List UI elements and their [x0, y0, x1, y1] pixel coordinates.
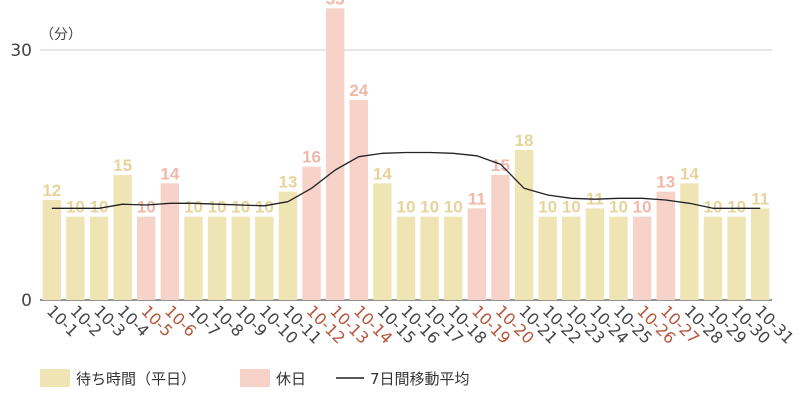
value-label-10-8: 10 — [208, 198, 227, 217]
bar-10-28 — [680, 183, 699, 300]
value-label-10-26: 10 — [633, 198, 652, 217]
value-label-10-19: 11 — [468, 189, 486, 208]
value-label-10-23: 10 — [562, 198, 581, 217]
legend-label-holiday: 休日 — [276, 370, 306, 388]
value-label-10-3: 10 — [90, 198, 109, 217]
bar-10-25 — [609, 216, 628, 300]
bar-10-27 — [656, 191, 675, 300]
bar-10-9 — [231, 216, 250, 300]
bar-10-3 — [89, 216, 109, 300]
value-label-10-4: 15 — [113, 156, 132, 175]
value-label-10-1: 12 — [42, 181, 61, 200]
bar-10-6 — [160, 183, 180, 300]
legend: 待ち時間（平日） 休日 7日間移動平均 — [40, 369, 470, 388]
bar-10-14 — [349, 100, 368, 300]
bar-10-30 — [727, 216, 746, 300]
bar-10-12 — [302, 166, 321, 300]
bars-group — [42, 8, 770, 300]
y-tick-label-0: 0 — [21, 291, 32, 311]
value-label-10-6: 14 — [160, 164, 179, 183]
value-label-10-7: 10 — [184, 198, 203, 217]
value-label-10-5: 10 — [137, 198, 156, 217]
bar-10-20 — [491, 175, 510, 300]
bar-10-21 — [514, 150, 534, 300]
legend-swatch-holiday — [240, 369, 270, 387]
legend-swatch-weekday — [40, 369, 70, 387]
value-label-10-11: 13 — [278, 173, 297, 192]
bar-10-31 — [750, 208, 770, 300]
bar-10-1 — [42, 200, 62, 300]
bar-10-24 — [585, 208, 605, 300]
y-unit-label: （分） — [40, 27, 82, 43]
bar-10-8 — [207, 216, 227, 300]
legend-label-weekday: 待ち時間（平日） — [76, 370, 196, 388]
bar-10-19 — [467, 208, 487, 300]
value-label-10-28: 14 — [680, 164, 699, 183]
value-label-10-13: 35 — [326, 0, 345, 8]
legend-label-moving-average: 7日間移動平均 — [370, 370, 470, 388]
bar-10-22 — [538, 216, 557, 300]
value-label-10-14: 24 — [349, 81, 368, 100]
value-label-10-9: 10 — [231, 198, 250, 217]
value-label-10-30: 10 — [727, 198, 746, 217]
value-label-10-22: 10 — [538, 198, 557, 217]
value-label-10-12: 16 — [302, 148, 321, 167]
bar-10-7 — [184, 216, 203, 300]
value-label-10-31: 11 — [751, 189, 769, 208]
bar-10-15 — [373, 183, 392, 300]
bar-10-23 — [562, 216, 581, 300]
value-label-10-27: 13 — [656, 173, 675, 192]
bar-10-17 — [420, 216, 439, 300]
value-label-10-21: 18 — [515, 131, 534, 150]
bar-10-13 — [325, 8, 345, 300]
value-label-10-25: 10 — [609, 198, 628, 217]
bar-10-11 — [278, 191, 298, 300]
moving-average-line — [51, 151, 761, 209]
y-axis: 0 30 （分） — [10, 27, 82, 311]
moving-average-group — [51, 151, 761, 209]
value-label-10-2: 10 — [66, 198, 85, 217]
bar-10-26 — [632, 216, 652, 300]
bar-10-18 — [444, 216, 463, 300]
value-label-10-29: 10 — [704, 198, 723, 217]
value-label-10-17: 10 — [420, 198, 439, 217]
value-label-10-15: 14 — [373, 164, 392, 183]
value-label-10-10: 10 — [255, 198, 274, 217]
x-axis: 10-110-210-310-410-510-610-710-810-910-1… — [43, 301, 798, 347]
value-label-10-18: 10 — [444, 198, 463, 217]
bar-10-4 — [113, 175, 132, 300]
bar-10-2 — [66, 216, 85, 300]
value-label-10-16: 10 — [397, 198, 416, 217]
value-label-10-20: 15 — [491, 156, 510, 175]
bar-10-5 — [137, 216, 156, 300]
bar-10-10 — [255, 216, 274, 300]
bar-10-29 — [703, 216, 723, 300]
y-tick-label-30: 30 — [10, 41, 32, 61]
bar-10-16 — [396, 216, 416, 300]
value-labels-group: 1210101510141010101013163524141010101115… — [42, 0, 769, 217]
